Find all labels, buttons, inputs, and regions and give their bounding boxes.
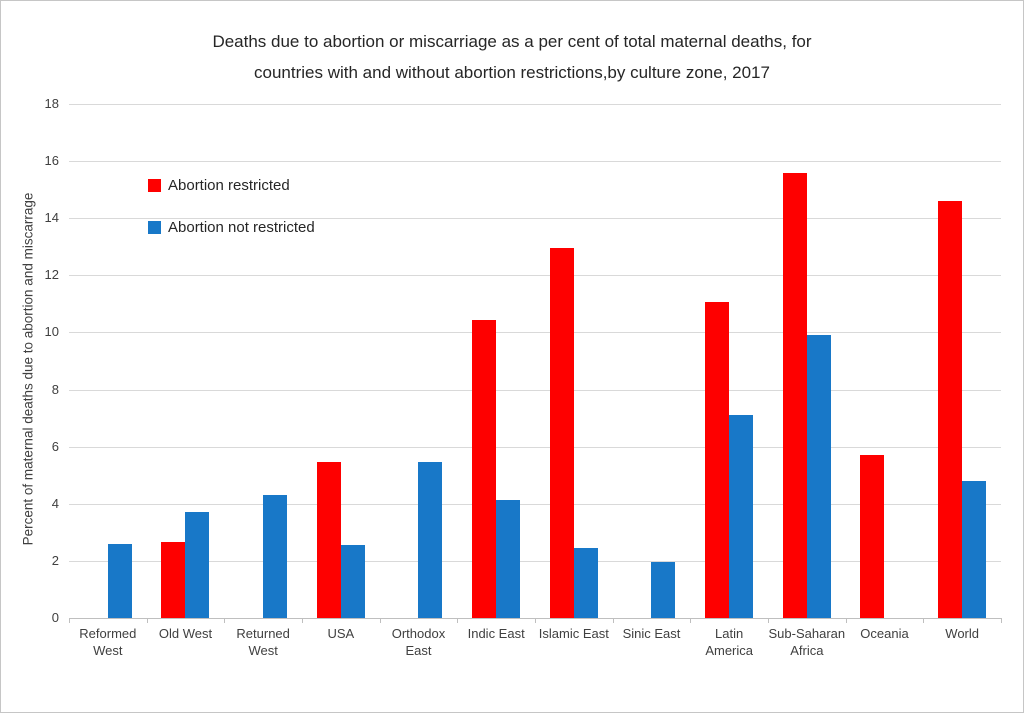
legend-entry-abortion-restricted: Abortion restricted [148,177,315,194]
gridline-18 [69,104,1001,105]
legend-entry-abortion-not-restricted: Abortion not restricted [148,219,315,236]
bar-abortion-not-restricted-old-west [185,512,210,618]
x-axis-tick-mark-4 [379,618,381,623]
y-tick-label-16: 16 [44,153,59,169]
y-tick-label-14: 14 [44,210,59,226]
legend-label-abortion-restricted: Abortion restricted [168,177,290,194]
gridline-12 [69,275,1001,277]
bar-group-reformed-west [69,104,147,618]
x-axis-tick-mark-1 [146,618,148,623]
bar-abortion-not-restricted-latin-america [729,415,754,618]
bar-group-sub-saharan-africa [768,104,846,618]
gridline-16 [69,161,1001,163]
bar-abortion-restricted-oceania [860,455,885,618]
bar-abortion-restricted-sub-saharan-africa [782,172,807,618]
legend-swatch-red-icon [148,179,161,192]
bar-abortion-restricted-islamic-east [549,248,574,618]
bar-group-oceania [846,104,924,618]
chart-title: Deaths due to abortion or miscarriage as… [1,26,1023,88]
bar-abortion-not-restricted-world [962,480,987,618]
x-axis-tick-mark-0 [69,618,70,623]
x-category-label-indic-east: Indic East [467,626,525,641]
bar-group-world [923,104,1001,618]
bar-abortion-not-restricted-orthodox-east [418,462,443,618]
bar-group-islamic-east [535,104,613,618]
bar-abortion-not-restricted-islamic-east [573,548,598,618]
x-axis-tick-mark-6 [535,618,536,623]
bar-abortion-not-restricted-usa [340,545,365,618]
x-category-label-orthodox-east: Orthodox East [391,626,446,658]
plot-area [69,104,1001,619]
bar-abortion-not-restricted-sub-saharan-africa [806,335,831,618]
legend-label-abortion-not-restricted: Abortion not restricted [168,219,315,236]
y-tick-label-0: 0 [51,610,59,625]
x-category-label-sinic-east: Sinic East [622,626,681,641]
y-tick-label-10: 10 [44,324,59,340]
bar-abortion-not-restricted-indic-east [496,499,521,618]
x-category-label-world: World [945,626,980,641]
x-category-label-old-west: Old West [158,626,213,641]
x-category-label-islamic-east: Islamic East [538,626,609,641]
x-axis-tick-mark-3 [302,618,303,623]
gridline-4 [69,503,1001,505]
x-category-label-sub-saharan-africa: Sub-Saharan Africa [768,626,846,658]
x-axis-tick-mark-10 [845,618,847,623]
x-category-label-latin-america: Latin America [705,626,753,658]
x-axis-tick-mark-5 [457,618,459,623]
bar-group-returned-west [224,104,302,618]
y-tick-label-12: 12 [44,267,59,283]
bar-group-usa [302,104,380,618]
x-category-label-oceania: Oceania [860,626,909,641]
gridline-10 [69,332,1001,334]
bar-group-indic-east [457,104,535,618]
bar-group-orthodox-east [380,104,458,618]
x-category-label-usa: USA [327,626,355,641]
y-tick-label-4: 4 [51,495,59,511]
x-axis-tick-mark-8 [690,618,692,623]
x-category-label-returned-west: Returned West [236,626,290,658]
bar-abortion-restricted-latin-america [705,302,730,618]
x-category-label-reformed-west: Reformed West [79,626,137,658]
x-axis-tick-mark-11 [923,618,925,623]
gridline-14 [69,218,1001,220]
bar-abortion-restricted-world [938,201,963,618]
x-axis-tick-mark-7 [612,618,614,623]
x-axis-tick-mark-2 [224,618,226,623]
bar-group-sinic-east [613,104,691,618]
y-tick-label-6: 6 [51,438,59,454]
y-tick-label-8: 8 [51,381,59,397]
bar-group-old-west [147,104,225,618]
gridline-2 [69,560,1001,562]
gridline-8 [69,389,1001,391]
bar-abortion-not-restricted-sinic-east [651,562,676,618]
bar-abortion-not-restricted-returned-west [263,495,288,618]
chart-title-line-1: Deaths due to abortion or miscarriage as… [212,32,812,51]
y-axis-title: Percent of maternal deaths due to aborti… [20,192,36,546]
bar-abortion-not-restricted-reformed-west [107,543,132,618]
gridline-6 [69,446,1001,448]
legend: Abortion restricted Abortion not restric… [148,177,315,262]
x-axis-tick-mark-9 [768,618,769,623]
bar-group-latin-america [690,104,768,618]
x-axis-tick-mark-12 [1001,618,1002,623]
bar-abortion-restricted-old-west [161,542,186,618]
y-tick-label-18: 18 [44,96,59,111]
y-tick-label-2: 2 [51,552,59,568]
legend-swatch-blue-icon [148,221,161,234]
bar-abortion-restricted-usa [316,462,341,618]
chart-title-line-2: countries with and without abortion rest… [254,63,770,82]
bar-abortion-restricted-indic-east [472,319,497,618]
